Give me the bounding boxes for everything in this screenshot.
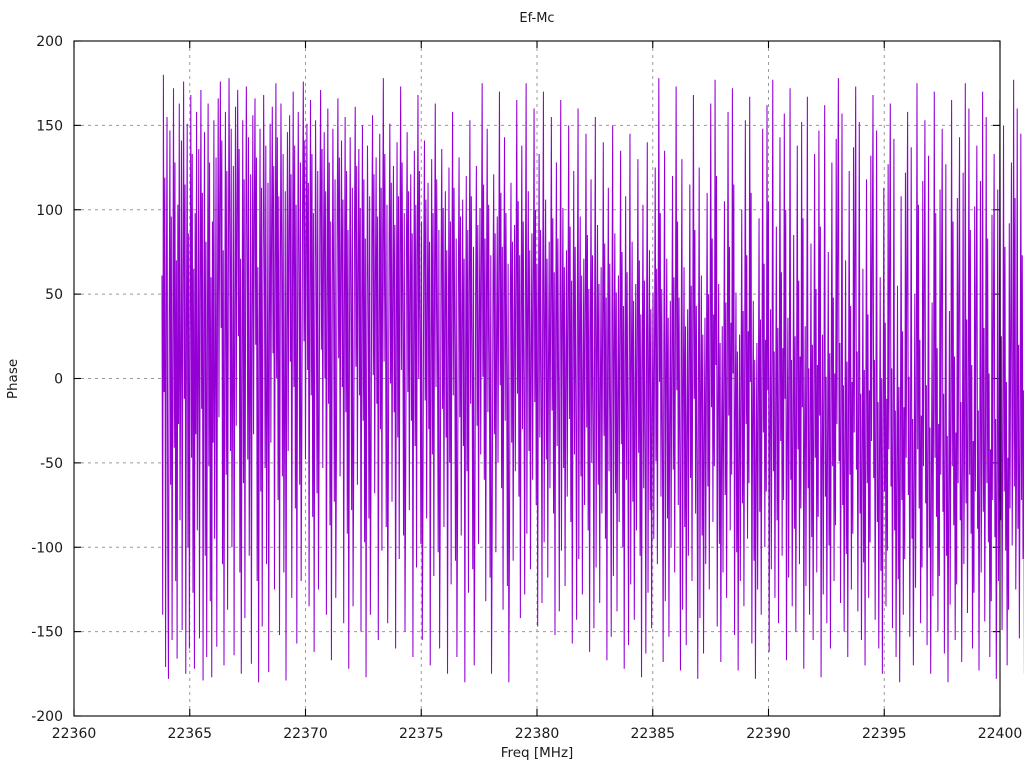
y-tick-label: 50 — [45, 287, 63, 303]
x-axis-label: Freq [MHz] — [501, 745, 574, 761]
data-series-line — [161, 74, 1024, 683]
x-tick-label: 22375 — [399, 726, 444, 742]
x-tick-label: 22360 — [52, 726, 97, 742]
x-tick-label: 22365 — [167, 726, 212, 742]
x-tick-label: 22385 — [630, 726, 675, 742]
y-axis-tick-labels: -200 -150 -100 -50 0 50 100 150 200 — [31, 34, 63, 725]
y-tick-label: -150 — [31, 625, 63, 641]
y-tick-label: -100 — [31, 540, 63, 556]
data-series-group — [161, 74, 1024, 683]
y-tick-label: 200 — [36, 34, 63, 50]
y-tick-label: 150 — [36, 118, 63, 134]
x-tick-label: 22370 — [283, 726, 328, 742]
y-axis-label: Phase — [5, 359, 21, 399]
x-axis-tick-labels: 22360 22365 22370 22375 22380 22385 22390 22395… — [52, 726, 1023, 742]
y-tick-label: -50 — [40, 456, 63, 472]
x-tick-label: 22395 — [862, 726, 907, 742]
y-tick-label: -200 — [31, 709, 63, 725]
x-tick-label: 22380 — [515, 726, 560, 742]
x-tick-label: 22400 — [978, 726, 1023, 742]
x-tick-label: 22390 — [746, 726, 791, 742]
chart-title: Ef-Mc — [519, 11, 554, 26]
y-tick-label: 0 — [54, 372, 63, 388]
plot-frame — [73, 40, 1001, 717]
y-tick-label: 100 — [36, 203, 63, 219]
